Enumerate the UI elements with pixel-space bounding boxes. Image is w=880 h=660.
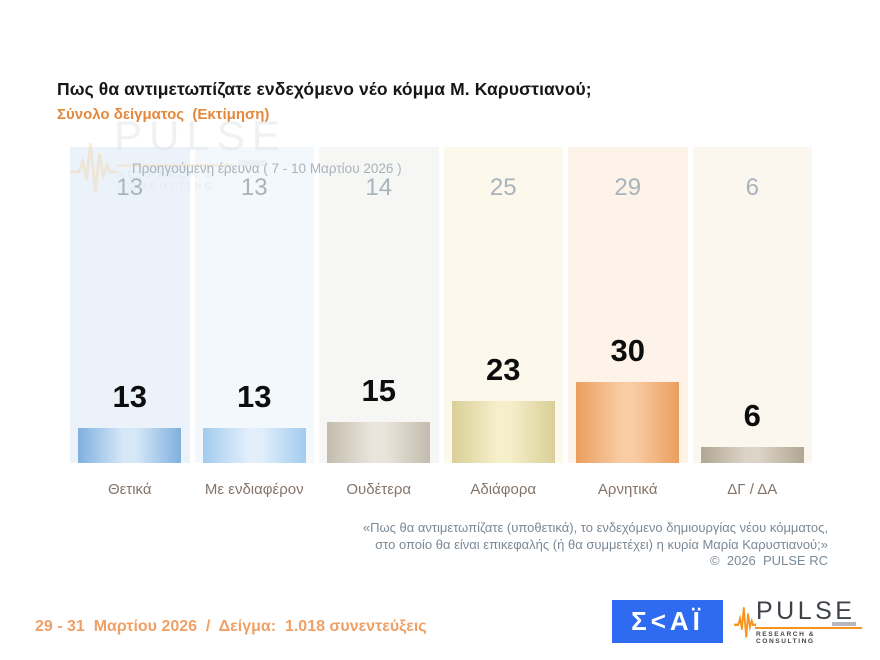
pulse-waveform-icon xyxy=(70,143,116,193)
previous-value: 29 xyxy=(614,174,642,201)
bar-column-adiafora: 25 23 xyxy=(443,147,563,463)
previous-value: 14 xyxy=(365,174,393,201)
watermark-subtext: RESEARCH & CONSULTING xyxy=(117,170,217,192)
pulse-watermark: PULSE RESEARCH & CONSULTING xyxy=(70,115,285,200)
skai-logo-text: Σ<ΑΪ xyxy=(631,606,704,636)
skai-logo: Σ<ΑΪ xyxy=(612,600,723,643)
bar-column-thetika: 13 13 xyxy=(70,147,190,463)
bar xyxy=(700,447,804,463)
pulse-waveform-icon xyxy=(734,607,756,638)
bar-column-me-endiaferon: 13 13 xyxy=(194,147,314,463)
bar xyxy=(576,382,680,463)
category-axis: Θετικά Με ενδιαφέρον Ουδέτερα Αδιάφορα Α… xyxy=(70,481,812,498)
category-label: Αρνητικά xyxy=(597,481,658,498)
watermark-line xyxy=(117,164,233,167)
fieldwork-sample-info: 29 - 31 Μαρτίου 2026 / Δείγμα: 1.018 συν… xyxy=(35,618,427,635)
chart-title: Πως θα αντιμετωπίζατε ενδεχόμενο νέο κόμ… xyxy=(57,79,592,99)
previous-value: 13 xyxy=(116,174,144,201)
footnote-line: στο οποίο θα είναι επικεφαλής (ή θα συμμ… xyxy=(375,536,828,552)
bar-column-dg-da: 6 6 xyxy=(692,147,812,463)
category-label: Ουδέτερα xyxy=(346,481,412,498)
chart-subtitle: Σύνολο δείγματος (Εκτίμηση) xyxy=(57,106,270,123)
bar-column-oudetera: 14 15 xyxy=(319,147,439,463)
previous-survey-label: Προηγούμενη έρευνα ( 7 - 10 Μαρτίου 2026… xyxy=(132,161,402,176)
value-label: 23 xyxy=(486,352,521,387)
bar-column-arnitika: 29 30 xyxy=(568,147,688,463)
previous-value: 25 xyxy=(489,174,517,201)
category-label: Με ενδιαφέρον xyxy=(204,481,304,498)
value-label: 6 xyxy=(743,398,761,433)
previous-value: 13 xyxy=(240,174,268,201)
category-label: Αδιάφορα xyxy=(470,481,537,498)
value-label: 15 xyxy=(361,373,396,408)
pulse-logo-fine-print xyxy=(832,622,856,626)
watermark-text: PULSE xyxy=(114,112,287,159)
pulse-logo: PULSE RESEARCH & CONSULTING xyxy=(734,597,862,645)
question-footnote: «Πως θα αντιμετωπίζατε (υποθετικά), το ε… xyxy=(363,520,828,570)
bar xyxy=(451,401,555,463)
previous-value: 6 xyxy=(745,174,759,201)
footnote-line: «Πως θα αντιμετωπίζατε (υποθετικά), το ε… xyxy=(362,520,828,535)
bar xyxy=(78,428,182,463)
bar-chart: Προηγούμενη έρευνα ( 7 - 10 Μαρτίου 2026… xyxy=(70,147,812,463)
copyright-line: © 2026 PULSE RC xyxy=(710,553,828,568)
pulse-logo-text: PULSE xyxy=(756,597,856,625)
category-label: ΔΓ / ΔΑ xyxy=(727,481,778,498)
bar xyxy=(327,422,431,463)
value-label: 13 xyxy=(112,379,147,414)
pulse-logo-subtext: RESEARCH & CONSULTING xyxy=(756,631,816,645)
value-label: 30 xyxy=(610,333,645,368)
category-label: Θετικά xyxy=(107,481,152,498)
value-label: 13 xyxy=(237,379,272,414)
watermark-fine-print xyxy=(238,160,266,166)
pulse-logo-line xyxy=(755,627,862,629)
bar xyxy=(202,428,306,463)
